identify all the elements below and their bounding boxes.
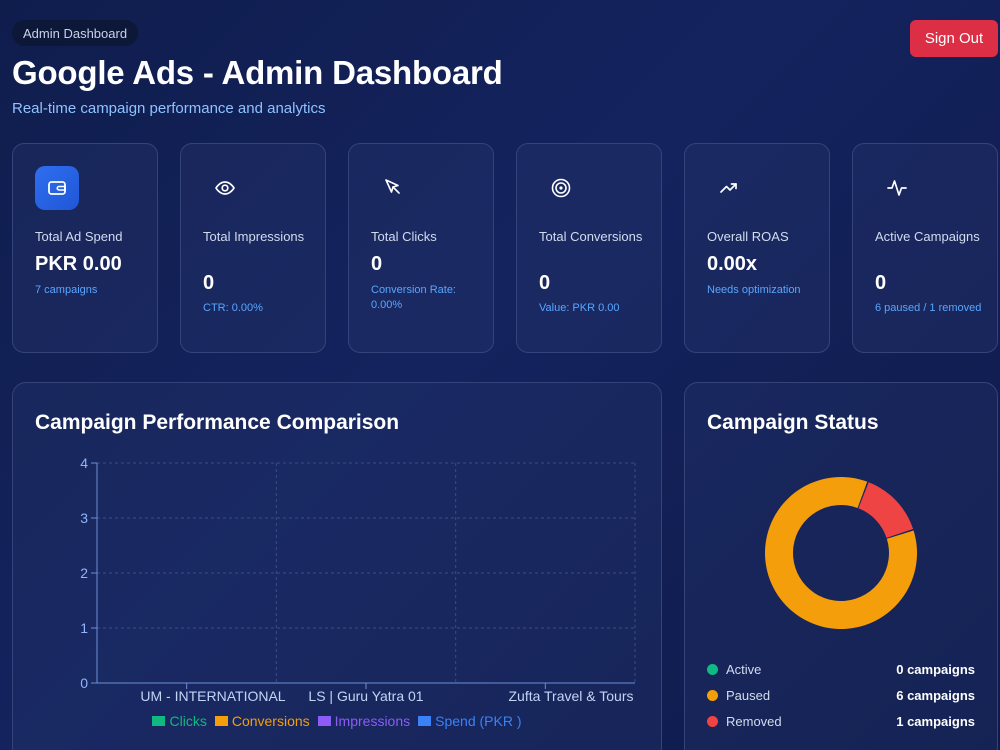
- stat-sub: Conversion Rate: 0.00%: [371, 284, 456, 311]
- stat-card-roas: Overall ROAS 0.00x Needs optimization: [684, 143, 830, 353]
- stat-sub: Needs optimization: [707, 284, 801, 296]
- status-name: Active: [726, 661, 762, 677]
- page-subtitle: Real-time campaign performance and analy…: [12, 100, 326, 117]
- slice-removed: [858, 482, 914, 538]
- x-tick-label: Zufta Travel & Tours: [508, 688, 633, 704]
- legend-item[interactable]: Conversions: [214, 713, 310, 729]
- stat-card-conversions: Total Conversions 0 Value: PKR 0.00: [516, 143, 662, 353]
- status-count: 6 campaigns: [896, 687, 975, 703]
- performance-panel: Campaign Performance Comparison 0 1 2 3 4 UM …: [12, 382, 662, 750]
- x-tick-label: LS | Guru Yatra 01: [308, 688, 423, 704]
- stat-value: PKR 0.00: [35, 253, 122, 275]
- legend-label: Impressions: [334, 713, 411, 729]
- legend-dot: [707, 663, 718, 675]
- slice-paused: [764, 477, 917, 629]
- legend-label: Spend (PKR ): [435, 713, 522, 729]
- stat-value: 0: [371, 253, 383, 275]
- stat-sub: CTR: 0.00%: [203, 302, 263, 314]
- status-panel: Campaign Status Active 0 campaigns Pause…: [684, 382, 998, 750]
- stat-label: Total Conversions: [539, 229, 643, 244]
- stat-card-ad-spend: Total Ad Spend PKR 0.00 7 campaigns: [12, 143, 158, 353]
- status-count: 1 campaigns: [896, 713, 975, 729]
- y-tick-label: 1: [80, 620, 88, 636]
- status-donut-chart: [764, 477, 917, 629]
- stat-label: Total Impressions: [203, 229, 305, 244]
- performance-title: Campaign Performance Comparison: [35, 411, 400, 434]
- target-icon: [539, 166, 583, 210]
- stat-label: Total Ad Spend: [35, 229, 123, 244]
- stat-card-active-campaigns: Active Campaigns 0 6 paused / 1 removed: [852, 143, 998, 353]
- x-tick-label: UM - INTERNATIONAL: [140, 688, 285, 704]
- stat-label: Overall ROAS: [707, 229, 789, 244]
- legend-label: Clicks: [169, 713, 207, 729]
- status-name: Paused: [726, 687, 771, 703]
- legend-dot: [707, 715, 718, 727]
- stat-label: Active Campaigns: [875, 229, 980, 244]
- legend-label: Conversions: [231, 713, 310, 729]
- stat-card-impressions: Total Impressions 0 CTR: 0.00%: [180, 143, 326, 353]
- y-tick-label: 3: [80, 510, 88, 526]
- y-tick-label: 2: [80, 565, 88, 581]
- stat-sub: Value: PKR 0.00: [539, 302, 620, 314]
- y-tick-label: 4: [80, 455, 88, 471]
- admin-dashboard-badge: Admin Dashboard: [12, 20, 139, 46]
- stat-value: 0: [539, 272, 551, 294]
- activity-icon: [875, 166, 919, 210]
- status-count: 0 campaigns: [896, 661, 975, 677]
- status-legend-active: Active 0 campaigns: [707, 659, 975, 679]
- eye-icon: [203, 166, 247, 210]
- stat-label: Total Clicks: [371, 229, 437, 244]
- legend-swatch: [152, 716, 166, 726]
- y-tick-label: 0: [80, 675, 88, 691]
- legend-dot: [707, 689, 718, 701]
- status-name: Removed: [726, 713, 782, 729]
- legend-swatch: [418, 716, 432, 726]
- legend-item[interactable]: Impressions: [317, 713, 411, 729]
- stat-value: 0.00x: [707, 253, 758, 275]
- legend-item[interactable]: Clicks: [152, 713, 207, 729]
- sign-out-button[interactable]: Sign Out: [910, 20, 998, 57]
- wallet-icon: [35, 166, 79, 210]
- status-legend-removed: Removed 1 campaigns: [707, 711, 975, 731]
- stat-value: 0: [875, 272, 887, 294]
- stat-sub: 6 paused / 1 removed: [875, 302, 982, 314]
- trending-up-icon: [707, 166, 751, 210]
- status-title: Campaign Status: [707, 411, 879, 434]
- legend-swatch: [317, 716, 331, 726]
- chart-legend: Clicks Conversions Impressions Spend (PKR ): [13, 713, 661, 729]
- page-title: Google Ads - Admin Dashboard: [12, 54, 503, 91]
- stat-card-clicks: Total Clicks 0 Conversion Rate: 0.00%: [348, 143, 494, 353]
- stat-sub: 7 campaigns: [35, 284, 98, 296]
- legend-swatch: [214, 716, 228, 726]
- cursor-icon: [371, 166, 415, 210]
- stat-value: 0: [203, 272, 215, 294]
- legend-item[interactable]: Spend (PKR ): [418, 713, 522, 729]
- status-legend-paused: Paused 6 campaigns: [707, 685, 975, 705]
- performance-chart: 0 1 2 3 4 UM - INTERNATIONAL LS | Guru Yatra 0…: [80, 455, 636, 704]
